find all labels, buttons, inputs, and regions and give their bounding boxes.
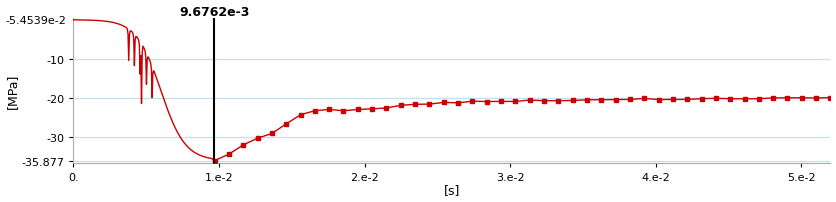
- Y-axis label: [MPa]: [MPa]: [6, 73, 18, 108]
- X-axis label: [s]: [s]: [444, 184, 460, 197]
- Text: -5.4539e-2: -5.4539e-2: [6, 16, 66, 26]
- Text: 9.6762e-3: 9.6762e-3: [179, 5, 249, 18]
